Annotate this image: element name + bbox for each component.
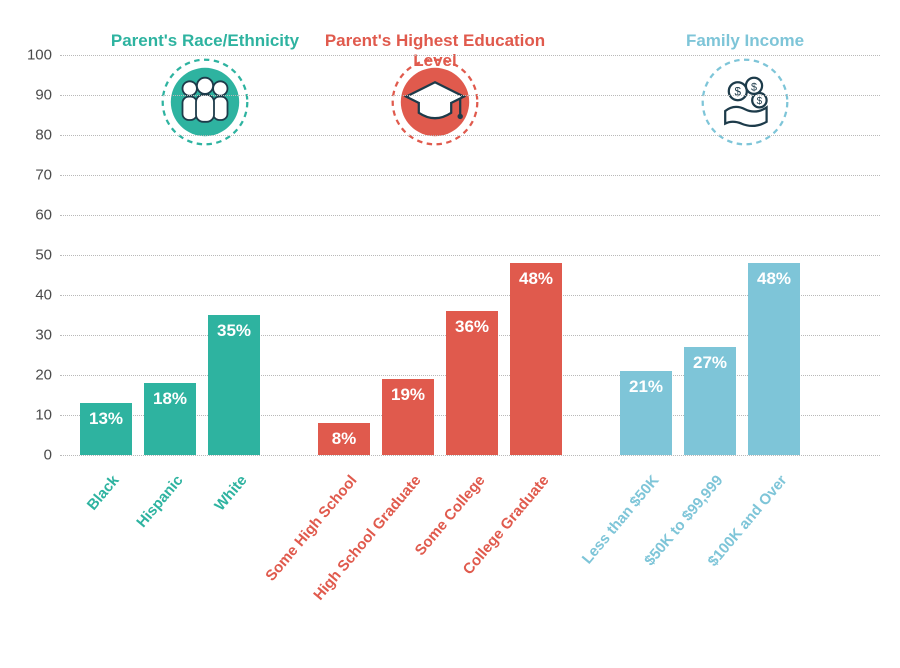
y-tick-label: 90 (20, 87, 52, 104)
bar: 19% (382, 379, 434, 455)
grid-line (60, 255, 880, 256)
bar-value-label: 48% (510, 269, 562, 289)
grid-line (60, 55, 880, 56)
bar: 27% (684, 347, 736, 455)
y-tick-label: 20 (20, 367, 52, 384)
x-tick-label: College Graduate (437, 472, 553, 605)
bar-value-label: 13% (80, 409, 132, 429)
bar: 13% (80, 403, 132, 455)
y-tick-label: 80 (20, 127, 52, 144)
x-tick-label: Black (7, 472, 123, 605)
y-tick-label: 0 (20, 447, 52, 464)
x-tick-label: Less than $50K (547, 472, 663, 605)
y-tick-label: 100 (20, 47, 52, 64)
bar: 35% (208, 315, 260, 455)
bar-value-label: 18% (144, 389, 196, 409)
bar: 36% (446, 311, 498, 455)
y-tick-label: 60 (20, 207, 52, 224)
bar-value-label: 19% (382, 385, 434, 405)
bar-value-label: 35% (208, 321, 260, 341)
y-tick-label: 30 (20, 327, 52, 344)
bar: 18% (144, 383, 196, 455)
y-tick-label: 10 (20, 407, 52, 424)
x-tick-label: White (135, 472, 251, 605)
bar: 48% (510, 263, 562, 455)
bar-value-label: 21% (620, 377, 672, 397)
bar-value-label: 48% (748, 269, 800, 289)
grid-line (60, 215, 880, 216)
bar-value-label: 27% (684, 353, 736, 373)
group-title-race: Parent's Race/Ethnicity (80, 31, 330, 51)
x-tick-label: Hispanic (71, 472, 187, 605)
grid-line (60, 95, 880, 96)
grid-line (60, 455, 880, 456)
grid-line (60, 135, 880, 136)
group-title-income: Family Income (620, 31, 870, 51)
x-tick-label: Some High School (245, 472, 361, 605)
plot-area: 13% 18% 35% 8% 19% 36% 48% 21% 27% 48% (60, 55, 880, 455)
bar: 21% (620, 371, 672, 455)
bar-value-label: 8% (318, 429, 370, 449)
x-tick-label: High School Graduate (309, 472, 425, 605)
demographics-bar-chart: Parent's Race/Ethnicity Parent's Highest… (0, 0, 900, 668)
x-tick-label: $50K to $99,999 (611, 472, 727, 605)
bar: 8% (318, 423, 370, 455)
x-tick-label: $100K and Over (675, 472, 791, 605)
grid-line (60, 175, 880, 176)
x-tick-label: Some College (373, 472, 489, 605)
y-tick-label: 50 (20, 247, 52, 264)
y-tick-label: 70 (20, 167, 52, 184)
bar: 48% (748, 263, 800, 455)
bar-value-label: 36% (446, 317, 498, 337)
y-tick-label: 40 (20, 287, 52, 304)
